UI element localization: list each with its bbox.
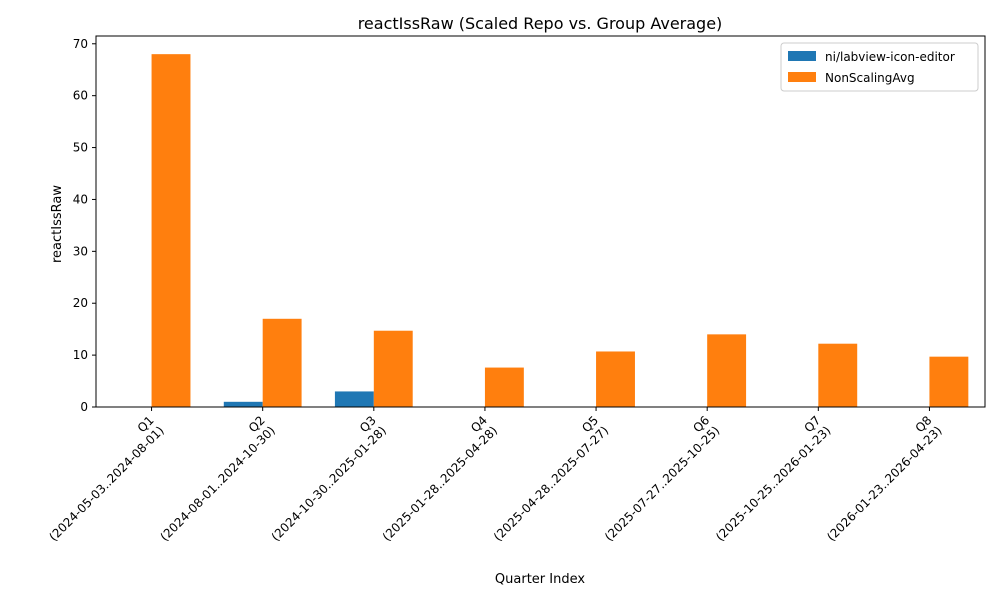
bar-avg-q3 — [373, 330, 413, 407]
x-tick-label-q4: Q4(2025-01-28..2025-04-28) — [370, 413, 501, 544]
x-tick-label-q8: Q8(2026-01-23..2026-04-23) — [814, 413, 945, 544]
x-axis-label: Quarter Index — [495, 572, 585, 587]
bar-repo-q2 — [223, 401, 263, 407]
y-tick-label: 30 — [73, 244, 88, 258]
y-tick-label: 10 — [73, 348, 88, 362]
y-tick-label: 0 — [80, 400, 88, 414]
bar-avg-q7 — [818, 343, 858, 407]
bar-repo-q3 — [334, 391, 374, 407]
y-tick-label: 40 — [73, 192, 88, 206]
bars-layer — [151, 54, 969, 408]
legend-box — [780, 42, 979, 92]
bar-avg-q6 — [707, 334, 747, 407]
x-tick-label-q7: Q7(2025-10-25..2026-01-23) — [703, 413, 834, 544]
bar-avg-q8 — [929, 356, 969, 407]
x-tick-label-q1: Q1(2024-05-03..2024-08-01) — [36, 413, 167, 544]
x-tick-label-q6: Q6(2025-07-27..2025-10-25) — [592, 413, 723, 544]
legend-label-avg: NonScalingAvg — [825, 71, 915, 85]
y-axis-label: reactIssRaw — [50, 185, 65, 263]
bar-avg-q1 — [151, 54, 191, 408]
bar-avg-q5 — [596, 351, 635, 407]
legend-label-repo: ni/labview-icon-editor — [825, 50, 955, 64]
y-tick-label: 70 — [73, 37, 88, 51]
x-tick-label-q3: Q3(2024-10-30..2025-01-28) — [258, 413, 389, 544]
plot-frame — [95, 35, 986, 408]
legend: ni/labview-icon-editor NonScalingAvg — [780, 42, 979, 92]
chart-title: reactIssRaw (Scaled Repo vs. Group Avera… — [358, 14, 723, 33]
y-tick-label: 20 — [73, 296, 88, 310]
y-tick-label: 50 — [73, 141, 88, 155]
bar-avg-q2 — [262, 318, 302, 407]
legend-swatch-avg — [788, 72, 816, 82]
x-tick-label-q5: Q5(2025-04-28..2025-07-27) — [481, 413, 612, 544]
y-tick-label: 60 — [73, 89, 88, 103]
x-tick-label-q2: Q2(2024-08-01..2024-10-30) — [147, 413, 278, 544]
legend-swatch-repo — [788, 51, 816, 61]
bar-avg-q4 — [484, 367, 524, 407]
